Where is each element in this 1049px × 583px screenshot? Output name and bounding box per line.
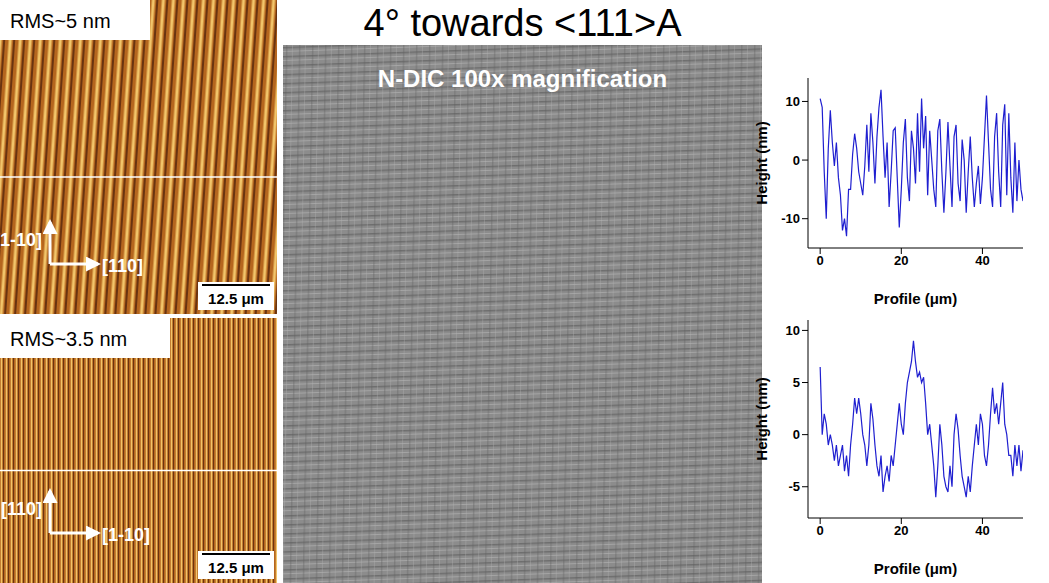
html-text:4° towards <111>A: 4° towards <111>A (363, 2, 682, 44)
svg-text:12.5 μm: 12.5 μm (208, 559, 264, 576)
svg-text:-5: -5 (788, 479, 800, 494)
svg-text:20: 20 (894, 523, 908, 538)
svg-text:[110]: [110] (1, 499, 42, 519)
svg-text:12.5 μm: 12.5 μm (208, 290, 264, 307)
svg-text:0: 0 (817, 523, 824, 538)
html-text:N-DIC 100x magnification: N-DIC 100x magnification (377, 65, 668, 92)
svg-text:-10: -10 (781, 211, 800, 226)
svg-text:20: 20 (894, 253, 908, 268)
svg-text:Profile (μm): Profile (μm) (874, 560, 957, 577)
svg-text:40: 40 (975, 523, 989, 538)
svg-text:[1-10]: [1-10] (0, 230, 42, 250)
svg-text:RMS~3.5 nm: RMS~3.5 nm (10, 328, 127, 350)
svg-text:Height (nm): Height (nm) (754, 377, 770, 460)
svg-text:0: 0 (793, 427, 800, 442)
svg-text:[1-10]: [1-10] (102, 525, 150, 545)
svg-text:0: 0 (817, 253, 824, 268)
svg-text:5: 5 (793, 375, 800, 390)
svg-text:0: 0 (793, 153, 800, 168)
svg-text:[110]: [110] (102, 256, 143, 276)
svg-text:RMS~5 nm: RMS~5 nm (10, 10, 111, 32)
svg-text:Height (nm): Height (nm) (754, 121, 770, 204)
svg-text:Profile (μm): Profile (μm) (874, 290, 957, 307)
svg-text:10: 10 (786, 94, 800, 109)
svg-text:10: 10 (786, 323, 800, 338)
svg-text:40: 40 (975, 253, 989, 268)
